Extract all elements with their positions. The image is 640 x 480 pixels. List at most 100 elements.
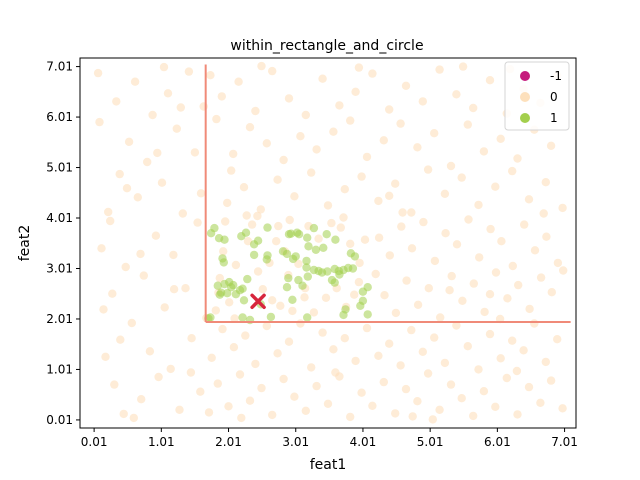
scatter-point-class-1 (220, 235, 229, 244)
scatter-point-class-0 (290, 392, 299, 401)
scatter-point-class-0 (458, 62, 468, 71)
scatter-point-class-0 (536, 398, 545, 407)
scatter-point-class-0 (116, 335, 125, 344)
scatter-point-class-0 (257, 61, 266, 71)
scatter-point-class-0 (336, 223, 345, 232)
scatter-point-class-0 (290, 192, 299, 201)
scatter-point-class-0 (223, 198, 232, 208)
y-tick-label: 1.01 (46, 362, 73, 376)
scatter-point-class-0 (351, 87, 360, 97)
scatter-point-class-0 (95, 117, 104, 127)
scatter-point-class-0 (213, 379, 222, 388)
scatter-point-class-1 (238, 313, 247, 322)
x-tick-label: 2.01 (215, 435, 242, 449)
scatter-point-class-0 (391, 308, 401, 318)
scatter-point-class-0 (307, 363, 316, 372)
scatter-point-class-0 (163, 89, 173, 98)
scatter-point-class-0 (491, 402, 500, 411)
legend-marker-0 (520, 92, 530, 102)
scatter-point-class-0 (423, 369, 433, 378)
scatter-point-class-0 (435, 65, 444, 74)
scatter-point-class-0 (464, 215, 473, 224)
scatter-point-class-1 (319, 243, 328, 252)
legend-label-1: 1 (550, 111, 558, 125)
scatter-point-class-0 (127, 318, 136, 328)
scatter-point-class-0 (187, 334, 196, 343)
scatter-point-class-0 (225, 298, 234, 307)
scatter-point-class-0 (327, 218, 336, 228)
scatter-point-class-1 (266, 312, 276, 322)
scatter-point-class-0 (129, 413, 138, 423)
scatter-point-class-0 (351, 356, 360, 366)
scatter-point-class-0 (546, 141, 556, 150)
scatter-point-class-0 (262, 139, 271, 148)
scatter-point-class-0 (458, 296, 467, 305)
scatter-point-class-1 (215, 290, 224, 299)
scatter-point-class-0 (309, 308, 319, 317)
scatter-point-class-1 (363, 310, 372, 319)
scatter-point-class-1 (263, 223, 272, 232)
scatter-point-class-0 (219, 247, 228, 256)
scatter-point-class-1 (223, 289, 232, 298)
scatter-point-class-0 (513, 154, 522, 163)
scatter-point-class-0 (547, 288, 556, 297)
scatter-point-class-0 (157, 178, 167, 187)
scatter-point-class-0 (536, 273, 546, 282)
scatter-point-class-0 (402, 276, 411, 285)
scatter-point-class-0 (355, 258, 364, 268)
scatter-point-class-1 (239, 296, 249, 305)
scatter-point-class-1 (311, 245, 321, 254)
scatter-point-class-0 (227, 166, 236, 175)
scatter-point-class-1 (323, 267, 332, 276)
scatter-point-class-0 (541, 178, 550, 187)
scatter-point-class-0 (229, 149, 238, 159)
scatter-point-class-0 (362, 152, 372, 162)
scatter-point-class-0 (469, 103, 478, 113)
y-tick-label: 2.01 (46, 312, 73, 326)
scatter-point-class-0 (239, 183, 249, 192)
scatter-point-class-1 (284, 230, 294, 239)
scatter-point-class-0 (196, 387, 205, 396)
scatter-point-class-0 (524, 195, 534, 204)
scatter-point-class-1 (206, 229, 216, 238)
scatter-point-class-0 (385, 105, 394, 114)
scatter-point-class-0 (539, 209, 548, 218)
center-x-marker (250, 293, 266, 310)
scatter-point-class-1 (284, 273, 293, 283)
scatter-point-class-0 (256, 205, 265, 214)
scatter-point-class-0 (340, 334, 349, 343)
scatter-point-class-0 (385, 191, 394, 200)
scatter-point-class-0 (525, 304, 534, 314)
scatter-point-class-1 (330, 278, 339, 287)
scatter-point-class-0 (446, 380, 456, 389)
scatter-point-class-1 (303, 272, 312, 281)
scatter-point-class-0 (307, 168, 316, 177)
scatter-point-class-1 (335, 270, 344, 279)
scatter-point-class-0 (485, 290, 495, 299)
scatter-point-class-0 (335, 101, 344, 110)
rectangle-boundary-lines (204, 64, 571, 323)
scatter-point-class-0 (273, 349, 282, 358)
scatter-point-class-0 (508, 261, 517, 271)
scatter-point-class-0 (204, 408, 214, 417)
scatter-point-class-0 (486, 224, 495, 234)
y-tick-label: 7.01 (46, 60, 73, 74)
scatter-point-class-0 (401, 81, 411, 91)
scatter-point-class-0 (321, 293, 331, 302)
scatter-point-class-0 (452, 240, 462, 249)
x-axis-title: feat1 (310, 457, 347, 473)
scatter-point-class-1 (288, 295, 297, 304)
scatter-point-class-0 (430, 129, 439, 138)
scatter-point-class-0 (119, 409, 128, 419)
scatter-point-class-0 (143, 157, 152, 167)
scatter-point-class-0 (133, 193, 142, 202)
scatter-point-class-0 (274, 221, 283, 231)
scatter-point-class-0 (148, 110, 157, 120)
scatter-point-class-0 (329, 345, 338, 354)
scatter-point-class-0 (430, 333, 439, 342)
scatter-point-class-0 (268, 296, 277, 305)
scatter-point-class-0 (242, 211, 251, 220)
scatter-point-class-1 (346, 249, 356, 258)
scatter-point-class-1 (263, 251, 272, 260)
scatter-point-class-0 (234, 77, 243, 86)
